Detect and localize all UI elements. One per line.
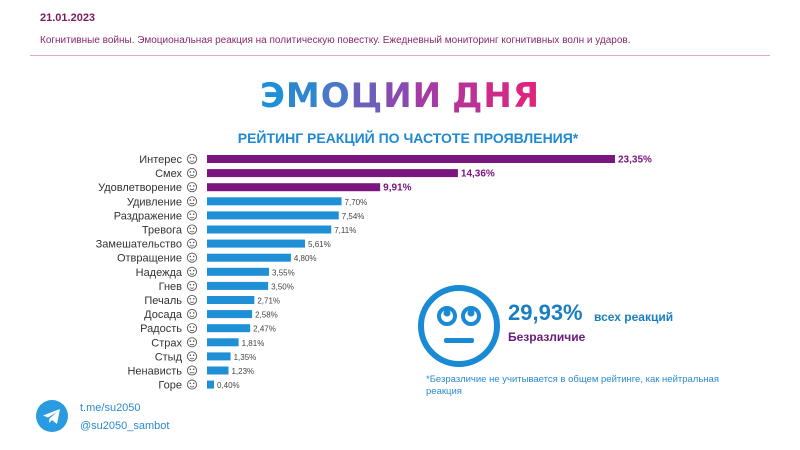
indifference-label: Безразличие: [508, 330, 586, 344]
bar: [207, 239, 306, 248]
bar: [207, 169, 458, 178]
bar: [207, 225, 332, 234]
category-label: Горе: [158, 380, 182, 392]
bar: [207, 380, 214, 389]
fearful-face-icon: [186, 337, 198, 348]
grieving-face-icon: [186, 379, 198, 390]
bar: [207, 197, 342, 206]
title-letter: Н: [483, 76, 513, 116]
bar: [207, 324, 251, 333]
bar: [207, 155, 615, 163]
indifference-percent: 29,93%: [508, 300, 583, 325]
laughing-face-icon: [186, 168, 198, 179]
title-letter: [442, 76, 452, 116]
page-title: ЭМОЦИИ ДНЯ: [0, 76, 800, 116]
category-label: Отвращение: [117, 253, 182, 265]
title-letter: И: [412, 76, 443, 116]
happy-face-icon: [186, 323, 198, 334]
bot-link[interactable]: @su2050_sambot: [80, 420, 170, 432]
confused-face-icon: [186, 238, 198, 249]
title-letter: М: [285, 76, 321, 116]
bar: [207, 366, 229, 375]
title-letter: Я: [512, 76, 541, 116]
value-label: 9,91%: [383, 183, 411, 194]
category-label: Стыд: [155, 351, 183, 363]
title-letter: Ц: [350, 76, 384, 116]
category-label: Интерес: [139, 154, 182, 166]
interest-face-icon: [186, 153, 198, 165]
sad-face-icon: [186, 294, 198, 306]
value-label: 1,35%: [234, 353, 257, 362]
bar: [207, 211, 339, 220]
surprised-face-icon: [186, 196, 198, 207]
title-letter: Э: [259, 76, 286, 116]
value-label: 7,70%: [345, 198, 368, 207]
chart-title: РЕЙТИНГ РЕАКЦИЙ ПО ЧАСТОТЕ ПРОЯВЛЕНИЯ*: [237, 130, 579, 146]
value-label: 14,36%: [461, 169, 495, 180]
category-label: Гнев: [159, 281, 183, 293]
bar: [207, 267, 270, 276]
ashamed-face-icon: [186, 351, 198, 362]
telegram-icon[interactable]: [36, 400, 68, 432]
value-label: 3,55%: [272, 268, 295, 277]
category-label: Раздражение: [114, 210, 182, 222]
value-label: 4,80%: [294, 254, 317, 263]
indifferent-face-icon: [418, 285, 500, 367]
category-label: Радость: [140, 323, 182, 335]
value-label: 7,54%: [342, 212, 365, 221]
category-label: Досада: [144, 309, 183, 321]
bar: [207, 253, 291, 262]
value-label: 3,50%: [271, 282, 294, 291]
value-label: 2,47%: [253, 325, 276, 334]
value-label: 2,58%: [255, 311, 278, 320]
satisfied-face-icon: [186, 182, 198, 193]
value-label: 7,11%: [334, 226, 356, 235]
value-label: 1,23%: [231, 367, 254, 376]
irritated-face-icon: [186, 210, 198, 221]
header-divider: [30, 55, 770, 56]
category-label: Удивление: [127, 196, 182, 208]
value-label: 2,71%: [257, 297, 280, 306]
bar: [207, 296, 255, 304]
category-label: Замешательство: [96, 239, 182, 251]
category-label: Смех: [155, 168, 182, 180]
title-letter: Д: [452, 76, 484, 116]
value-label: 23,35%: [618, 155, 652, 166]
title-letter: О: [320, 76, 351, 116]
category-label: Страх: [151, 337, 182, 349]
anxious-face-icon: [186, 224, 198, 235]
value-label: 1,81%: [242, 339, 265, 348]
title-letter: И: [383, 76, 413, 116]
disgusted-face-icon: [186, 252, 198, 263]
value-label: 0,40%: [217, 381, 240, 390]
category-label: Удовлетворение: [98, 182, 182, 194]
channel-link[interactable]: t.me/su2050: [80, 402, 141, 414]
angry-face-icon: [186, 280, 198, 291]
category-label: Ненависть: [127, 366, 182, 378]
bar: [207, 338, 239, 347]
bar: [207, 183, 381, 192]
emotion-bar-chart: Интерес 23,35% Смех 14,36% Удовлетворение 9,9…: [96, 153, 652, 392]
value-label: 5,61%: [308, 240, 331, 249]
footnote: *Безразличие не учитывается в общем рейт…: [426, 374, 719, 397]
report-subtitle: Когнитивные войны. Эмоциональная реакция…: [40, 35, 631, 46]
bar: [207, 352, 231, 361]
category-label: Тревога: [142, 225, 183, 237]
category-label: Печаль: [144, 295, 182, 307]
bar: [207, 281, 269, 290]
bar: [207, 310, 253, 319]
indifference-suffix: всех реакций: [594, 310, 674, 324]
hateful-face-icon: [186, 365, 198, 376]
report-date: 21.01.2023: [40, 12, 96, 24]
category-label: Надежда: [136, 267, 183, 279]
annoyed-face-icon: [186, 309, 198, 320]
hope-praying-hands-icon: [186, 266, 198, 277]
